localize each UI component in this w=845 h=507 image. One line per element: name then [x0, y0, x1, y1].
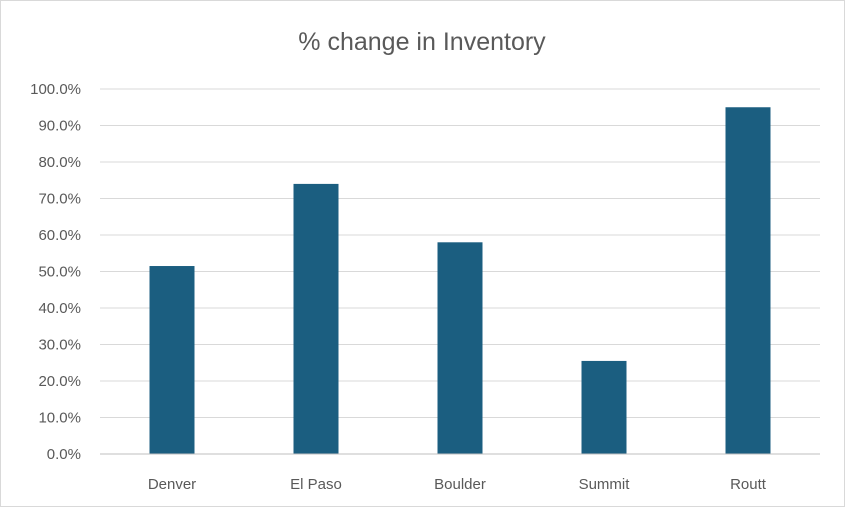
bar-routt: [725, 107, 771, 454]
chart-title: % change in Inventory: [298, 28, 546, 56]
bar-summit: [581, 360, 627, 454]
x-tick-label: El Paso: [290, 476, 342, 493]
y-tick-label: 50.0%: [38, 264, 81, 281]
x-axis-ticks: Denver El Paso Boulder Summit Routt: [148, 476, 767, 493]
y-tick-label: 30.0%: [38, 337, 81, 354]
y-tick-label: 40.0%: [38, 300, 81, 317]
bar-el-paso: [293, 183, 339, 454]
x-tick-label: Summit: [579, 476, 631, 493]
y-tick-label: 70.0%: [38, 191, 81, 208]
bar-boulder: [437, 242, 483, 454]
bars: [149, 107, 771, 454]
y-tick-label: 10.0%: [38, 410, 81, 427]
x-tick-label: Routt: [730, 476, 767, 493]
y-tick-label: 20.0%: [38, 373, 81, 390]
bar-denver: [149, 266, 195, 454]
x-tick-label: Boulder: [434, 476, 486, 493]
y-tick-label: 60.0%: [38, 227, 81, 244]
x-tick-label: Denver: [148, 476, 196, 493]
gridlines: [100, 88, 820, 418]
y-tick-label: 90.0%: [38, 118, 81, 135]
y-tick-label: 80.0%: [38, 154, 81, 171]
y-tick-label: 100.0%: [30, 81, 81, 98]
y-tick-label: 0.0%: [47, 446, 81, 463]
y-axis-ticks: 0.0% 10.0% 20.0% 30.0% 40.0% 50.0% 60.0% 70.0% 8…: [30, 81, 81, 463]
